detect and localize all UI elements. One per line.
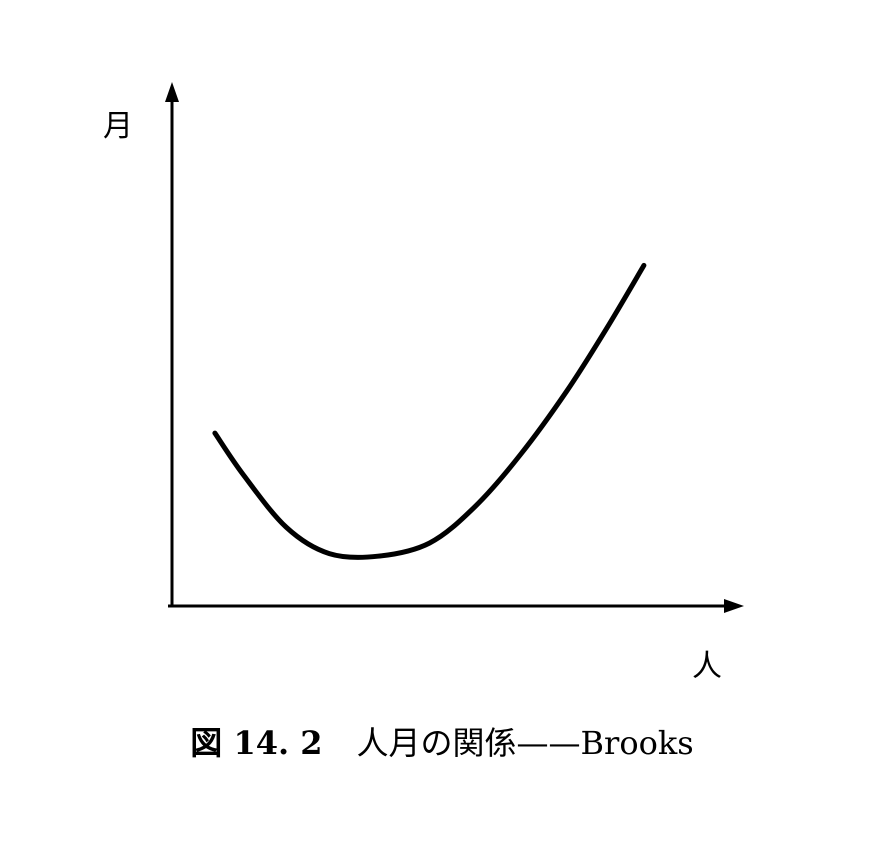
y-axis-arrowhead bbox=[165, 82, 179, 102]
figure-caption: 図 14. 2 人月の関係——Brooks bbox=[0, 718, 884, 764]
axes bbox=[165, 82, 744, 613]
x-axis-arrowhead bbox=[724, 599, 744, 613]
figure-title: 人月の関係——Brooks bbox=[356, 724, 694, 762]
x-axis-label: 人 bbox=[692, 649, 722, 684]
figure-number: 図 14. 2 bbox=[190, 724, 323, 762]
series-line bbox=[212, 262, 647, 560]
y-axis-label: 月 bbox=[103, 109, 133, 144]
